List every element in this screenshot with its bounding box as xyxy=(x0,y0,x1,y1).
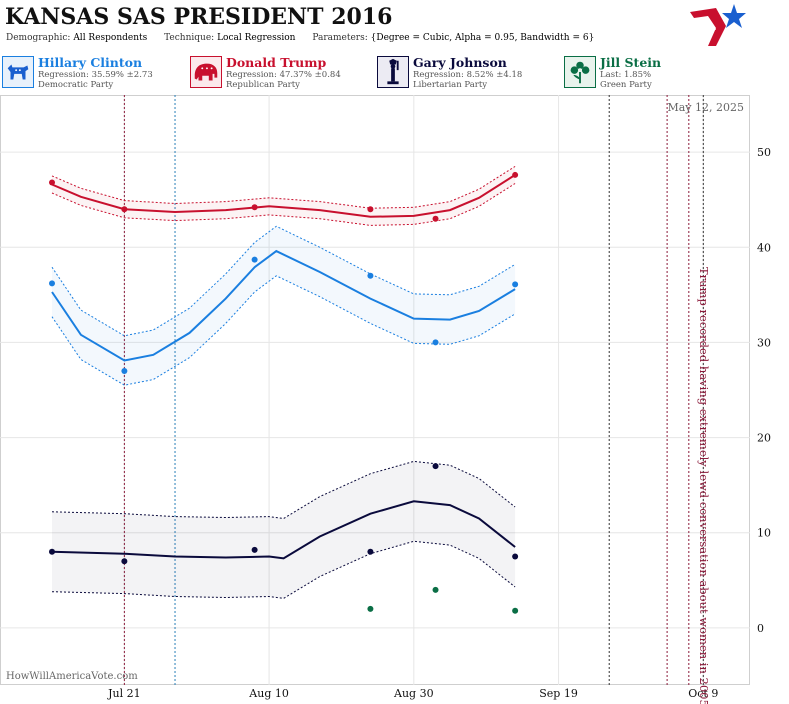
chart-parameters: Demographic: All Respondents Technique: … xyxy=(6,33,608,43)
legend-stein-stat: Last: 1.85% xyxy=(600,70,652,80)
demographic-value: All Respondents xyxy=(73,33,148,43)
legend-trump-stat: Regression: 47.37% ±0.84 xyxy=(226,70,341,80)
technique-value: Local Regression xyxy=(217,33,296,43)
y-tick-label: 10 xyxy=(757,527,771,540)
x-tick-label: Aug 10 xyxy=(248,687,289,700)
x-tick-label: Sep 19 xyxy=(539,687,578,700)
poll-point xyxy=(512,171,519,178)
legend-trump-name: Donald Trump xyxy=(226,55,327,70)
y-tick-label: 50 xyxy=(757,146,771,159)
legend-johnson-name: Gary Johnson xyxy=(413,55,507,70)
x-tick-label: Aug 30 xyxy=(393,687,434,700)
poll-point xyxy=(432,586,439,593)
regression-line xyxy=(51,174,516,218)
band-upper xyxy=(51,225,516,337)
title-rest: SAS PRESIDENT 2016 xyxy=(116,4,393,30)
poll-point xyxy=(121,367,128,374)
y-tick-label: 40 xyxy=(757,241,771,254)
parameters-value: {Degree = Cubic, Alpha = 0.95, Bandwidth… xyxy=(370,33,595,43)
poll-point xyxy=(251,256,258,263)
flower-icon xyxy=(564,56,596,88)
donkey-icon xyxy=(2,56,34,88)
legend-clinton-stat: Regression: 35.59% ±2.73 xyxy=(38,70,153,80)
liberty-torch-icon xyxy=(377,56,409,88)
grid-lines xyxy=(0,95,750,685)
candidate-legend: Hillary Clinton Regression: 35.59% ±2.73… xyxy=(0,54,750,94)
poll-point xyxy=(251,546,258,553)
legend-clinton-name: Hillary Clinton xyxy=(38,55,143,70)
poll-point xyxy=(49,280,55,287)
regression-lines xyxy=(51,174,516,560)
x-tick-label: Oct 9 xyxy=(688,687,718,700)
band-lower xyxy=(51,275,516,386)
legend-clinton[interactable]: Hillary Clinton Regression: 35.59% ±2.73… xyxy=(0,54,186,92)
x-axis-ticks: Jul 21 Aug 10 Aug 30 Sep 19 Oct 9 xyxy=(107,687,718,700)
site-logo-icon[interactable] xyxy=(686,2,748,50)
poll-point xyxy=(367,272,374,279)
legend-johnson-stat: Regression: 8.52% ±4.18 xyxy=(413,70,523,80)
legend-stein-name: Jill Stein xyxy=(600,55,662,70)
poll-chart: 0 10 20 30 40 50 Jul 21 Aug 10 Aug 30 Sep 19 Oct … xyxy=(0,95,771,704)
legend-johnson[interactable]: Gary Johnson Regression: 8.52% ±4.18 Lib… xyxy=(375,54,561,92)
poll-point xyxy=(432,463,439,470)
y-tick-label: 20 xyxy=(757,432,771,445)
poll-point xyxy=(49,548,55,555)
legend-clinton-party: Democratic Party xyxy=(38,80,114,90)
technique-label: Technique: xyxy=(164,33,215,43)
chart-date: May 12, 2025 xyxy=(667,101,744,114)
x-tick-label: Jul 21 xyxy=(107,687,141,700)
poll-point xyxy=(121,206,128,213)
legend-trump[interactable]: Donald Trump Regression: 47.37% ±0.84 Re… xyxy=(188,54,374,92)
poll-point xyxy=(512,281,519,288)
demographic-label: Demographic: xyxy=(6,33,71,43)
band-lower xyxy=(51,540,516,599)
poll-points xyxy=(49,171,519,614)
y-tick-label: 0 xyxy=(757,622,764,635)
confidence-band xyxy=(52,461,516,599)
legend-johnson-party: Libertarian Party xyxy=(413,80,488,90)
legend-stein-party: Green Party xyxy=(600,80,652,90)
band-upper xyxy=(51,165,516,209)
parameters-label: Parameters: xyxy=(312,33,368,43)
event-annotation: Trump recorded having extremely lewd con… xyxy=(697,267,711,704)
poll-point xyxy=(512,553,519,560)
poll-point xyxy=(367,206,374,213)
band-upper xyxy=(51,460,516,520)
poll-point xyxy=(251,204,258,211)
band-lower xyxy=(51,183,516,226)
regression-line xyxy=(51,500,516,560)
poll-point xyxy=(432,339,439,346)
poll-point xyxy=(367,548,374,555)
elephant-icon xyxy=(190,56,222,88)
y-tick-label: 30 xyxy=(757,336,771,349)
y-axis-ticks: 0 10 20 30 40 50 xyxy=(757,146,771,635)
poll-point xyxy=(432,215,439,222)
header: KANSAS SAS PRESIDENT 2016 Demographic: A… xyxy=(0,0,750,50)
poll-point xyxy=(49,179,55,186)
title-state: KANSAS xyxy=(5,4,110,30)
poll-point xyxy=(512,607,519,614)
watermark: HowWillAmericaVote.com xyxy=(6,671,138,682)
legend-stein[interactable]: Jill Stein Last: 1.85% Green Party xyxy=(562,54,748,92)
page-title: KANSAS SAS PRESIDENT 2016 xyxy=(5,4,392,30)
regression-line xyxy=(51,249,516,362)
plot-area xyxy=(0,95,750,685)
poll-point xyxy=(367,605,374,612)
legend-trump-party: Republican Party xyxy=(226,80,300,90)
poll-point xyxy=(121,558,128,565)
